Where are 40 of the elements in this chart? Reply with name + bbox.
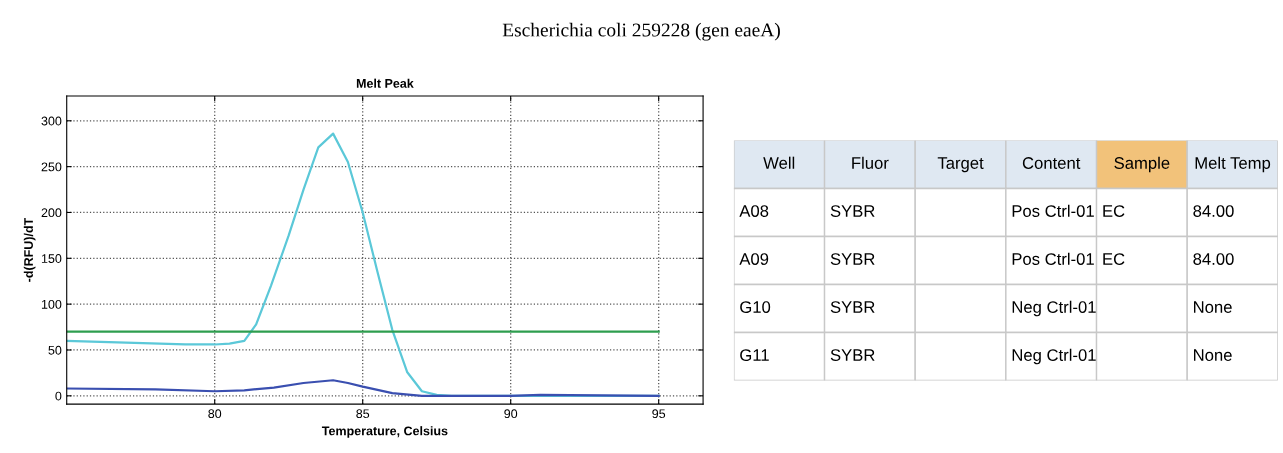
text: SYBR bbox=[830, 301, 875, 313]
text: 84.00 bbox=[1193, 205, 1234, 217]
text: SYBR bbox=[830, 205, 875, 217]
category-label: Well bbox=[763, 156, 795, 169]
text: G10 bbox=[740, 301, 771, 313]
category-label: Melt Temp bbox=[1195, 156, 1271, 173]
text: Neg Ctrl-01 bbox=[1012, 348, 1096, 365]
chart-title: Melt Peak bbox=[356, 78, 414, 88]
y-tick-label: 50 bbox=[48, 345, 62, 355]
x-tick-label: 95 bbox=[652, 409, 666, 419]
text: Escherichia coli 259228 (gen eaeA) bbox=[502, 22, 780, 41]
category-label: Target bbox=[937, 157, 984, 173]
y-axis-title: -d(RFU)/dT bbox=[23, 217, 36, 282]
x-tick-label: 85 bbox=[356, 409, 370, 419]
line-series bbox=[66, 379, 660, 397]
y-tick-label: 150 bbox=[41, 254, 62, 263]
category-label: Sample bbox=[1114, 156, 1170, 173]
y-tick-label: 0 bbox=[55, 391, 62, 401]
y-tick-label: 300 bbox=[41, 116, 62, 126]
x-axis-title: Temperature, Celsius bbox=[321, 426, 448, 438]
text: SYBR bbox=[830, 253, 875, 265]
text: 84.00 bbox=[1193, 253, 1234, 265]
text: None bbox=[1194, 301, 1232, 313]
text: Neg Ctrl-01 bbox=[1012, 300, 1096, 317]
text: SYBR bbox=[830, 349, 875, 361]
category-label: Content bbox=[1022, 157, 1081, 169]
text: A09 bbox=[739, 253, 769, 265]
x-tick-label: 80 bbox=[208, 409, 222, 419]
text: Pos Ctrl-01 bbox=[1012, 252, 1094, 265]
y-tick-label: 200 bbox=[41, 208, 62, 218]
text: None bbox=[1194, 349, 1232, 361]
text: EC bbox=[1103, 205, 1125, 217]
x-tick-label: 90 bbox=[504, 409, 518, 419]
text: EC bbox=[1103, 253, 1125, 265]
y-tick-label: 250 bbox=[41, 162, 62, 172]
text: A08 bbox=[739, 205, 769, 217]
category-label: Fluor bbox=[852, 156, 889, 169]
y-tick-label: 100 bbox=[41, 299, 62, 309]
text: Pos Ctrl-01 bbox=[1012, 204, 1094, 217]
text: G11 bbox=[740, 349, 769, 361]
